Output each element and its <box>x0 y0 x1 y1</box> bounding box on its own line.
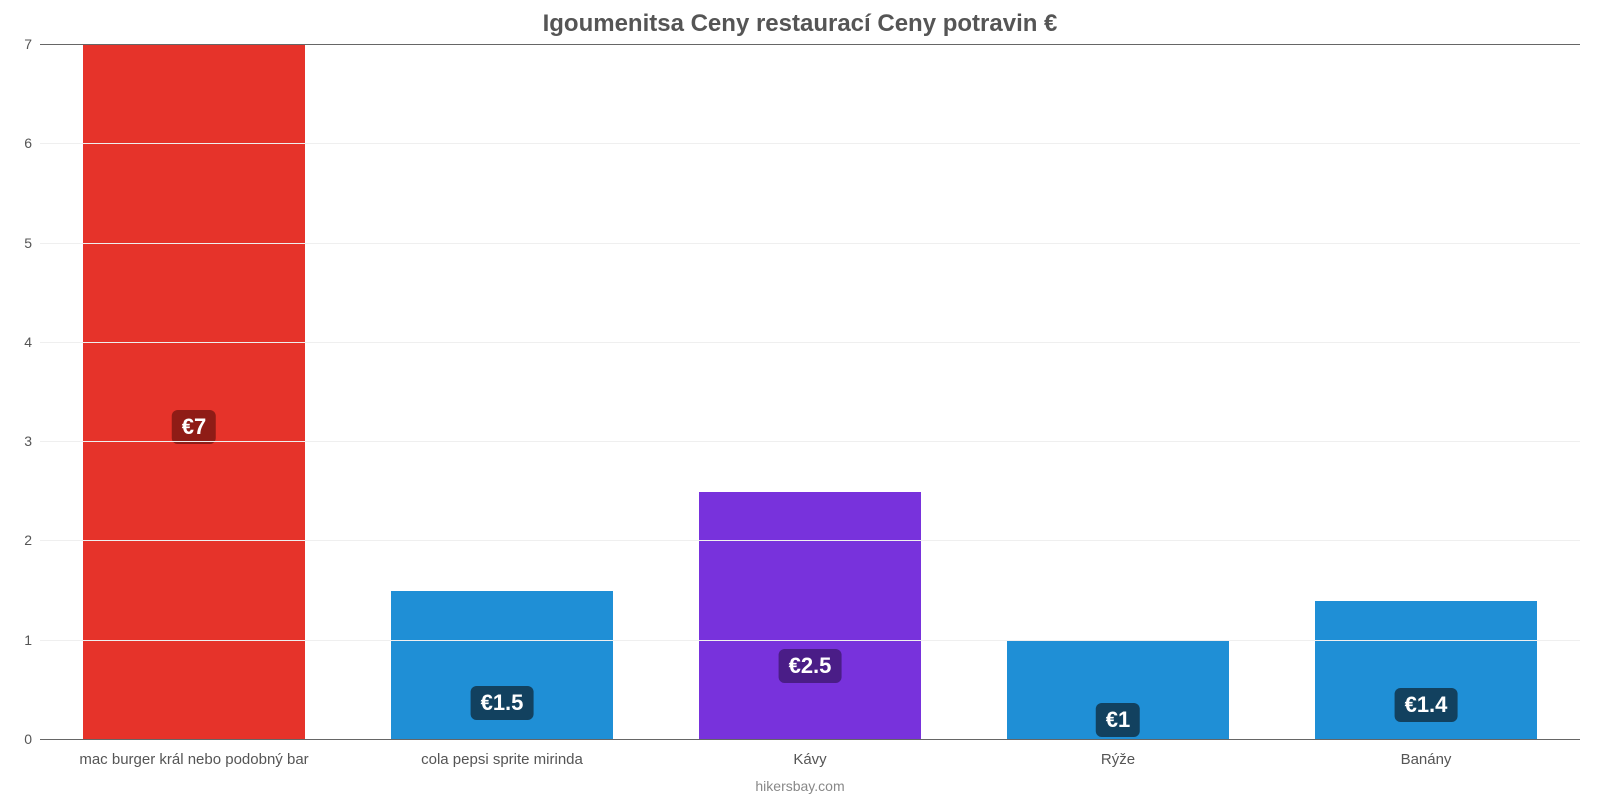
bar: €2.5 <box>699 492 921 740</box>
plot-area: €7 €1.5 €2.5 €1 €1.4 0 1 2 3 4 5 6 7 <box>40 45 1580 740</box>
value-badge: €7 <box>172 410 216 444</box>
value-badge: €1.5 <box>471 686 534 720</box>
gridline: 2 <box>40 540 1580 541</box>
bar-slot: €1 <box>964 45 1272 740</box>
value-badge: €1.4 <box>1395 688 1458 722</box>
y-tick-label: 1 <box>24 632 40 648</box>
x-axis-label: cola pepsi sprite mirinda <box>348 751 656 768</box>
y-tick-label: 2 <box>24 532 40 548</box>
gridline: 6 <box>40 143 1580 144</box>
bar-slot: €1.4 <box>1272 45 1580 740</box>
y-tick-label: 4 <box>24 334 40 350</box>
gridline: 1 <box>40 640 1580 641</box>
y-tick-label: 3 <box>24 433 40 449</box>
bar: €1.5 <box>391 591 613 740</box>
x-axis-label: Kávy <box>656 751 964 768</box>
value-badge: €2.5 <box>779 649 842 683</box>
y-tick-label: 5 <box>24 235 40 251</box>
gridline: 5 <box>40 243 1580 244</box>
footer-credit: hikersbay.com <box>0 778 1600 794</box>
x-axis-label: Rýže <box>964 751 1272 768</box>
x-axis-label: mac burger král nebo podobný bar <box>40 751 348 768</box>
bars-row: €7 €1.5 €2.5 €1 €1.4 <box>40 45 1580 740</box>
bar-slot: €7 <box>40 45 348 740</box>
y-tick-label: 7 <box>24 36 40 52</box>
y-tick-label: 0 <box>24 731 40 747</box>
chart-title: Igoumenitsa Ceny restaurací Ceny potravi… <box>0 0 1600 38</box>
price-bar-chart: Igoumenitsa Ceny restaurací Ceny potravi… <box>0 0 1600 800</box>
bar-slot: €1.5 <box>348 45 656 740</box>
bar: €7 <box>83 45 305 740</box>
bar: €1.4 <box>1315 601 1537 740</box>
bar: €1 <box>1007 641 1229 740</box>
gridline: 3 <box>40 441 1580 442</box>
x-axis-label: Banány <box>1272 751 1580 768</box>
bar-slot: €2.5 <box>656 45 964 740</box>
gridline: 4 <box>40 342 1580 343</box>
value-badge: €1 <box>1096 703 1140 737</box>
gridline: 7 <box>40 44 1580 45</box>
y-tick-label: 6 <box>24 135 40 151</box>
x-axis-labels: mac burger král nebo podobný barcola pep… <box>40 751 1580 768</box>
gridline: 0 <box>40 739 1580 740</box>
